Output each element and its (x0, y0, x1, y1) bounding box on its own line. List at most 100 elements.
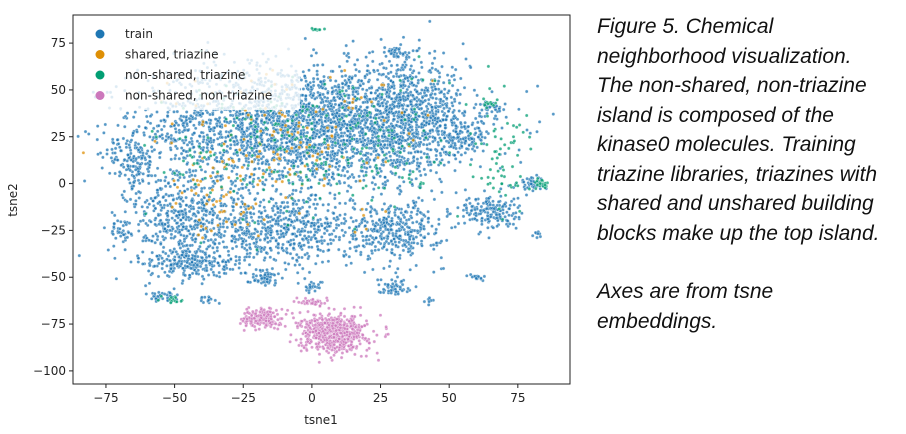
scatter-point (370, 50, 375, 54)
scatter-point (421, 115, 425, 119)
scatter-point (509, 199, 514, 204)
scatter-point (449, 144, 453, 149)
scatter-point (456, 139, 461, 144)
scatter-point (291, 201, 295, 206)
scatter-point (143, 200, 148, 204)
scatter-point (303, 252, 307, 257)
scatter-point (380, 207, 385, 212)
scatter-point (151, 234, 155, 238)
scatter-point (242, 130, 246, 134)
scatter-point (431, 139, 435, 144)
scatter-point (399, 103, 404, 107)
scatter-point (182, 128, 187, 133)
scatter-point (294, 258, 299, 262)
scatter-point (271, 208, 275, 213)
scatter-point (422, 227, 426, 231)
scatter-point (219, 156, 224, 161)
scatter-point (414, 84, 419, 88)
scatter-point (280, 246, 284, 250)
scatter-point (149, 220, 153, 224)
scatter-point (292, 241, 296, 246)
scatter-point (315, 202, 320, 206)
scatter-point (397, 175, 402, 179)
scatter-point (251, 235, 256, 240)
scatter-point (384, 74, 389, 79)
scatter-point (337, 179, 342, 184)
scatter-point (263, 256, 267, 260)
scatter-point (387, 95, 392, 100)
scatter-point (412, 97, 417, 101)
scatter-point (325, 134, 329, 138)
scatter-point (349, 163, 353, 168)
scatter-point (300, 255, 304, 260)
scatter-point (300, 93, 305, 97)
scatter-point (276, 131, 280, 135)
scatter-point (313, 124, 317, 128)
scatter-point (212, 181, 217, 186)
scatter-point (233, 240, 237, 244)
scatter-point (408, 237, 412, 242)
scatter-point (264, 116, 269, 120)
scatter-point (333, 102, 338, 107)
scatter-point (385, 236, 390, 241)
scatter-point (412, 241, 416, 245)
scatter-point (282, 206, 287, 210)
scatter-point (202, 134, 206, 139)
scatter-point (418, 210, 423, 215)
scatter-point (159, 127, 164, 132)
scatter-point (479, 138, 483, 143)
scatter-point (277, 176, 282, 181)
scatter-point (147, 202, 152, 206)
scatter-point (406, 250, 411, 254)
scatter-point (524, 89, 529, 94)
scatter-point (173, 127, 178, 131)
scatter-point (366, 201, 370, 206)
scatter-point (247, 229, 251, 234)
scatter-point (222, 233, 226, 238)
scatter-point (347, 100, 352, 105)
scatter-point (118, 145, 122, 149)
scatter-point (454, 91, 459, 96)
scatter-point (338, 96, 342, 101)
scatter-point (240, 182, 245, 186)
scatter-point (299, 186, 304, 191)
scatter-point (199, 168, 204, 172)
scatter-point (335, 111, 339, 115)
scatter-point (315, 77, 320, 81)
scatter-point (337, 114, 341, 118)
scatter-point (288, 139, 292, 144)
scatter-point (414, 102, 419, 107)
scatter-point (459, 76, 463, 81)
scatter-point (230, 169, 234, 174)
scatter-point (205, 229, 209, 234)
scatter-point (317, 142, 321, 147)
scatter-point (338, 213, 342, 217)
scatter-point (238, 225, 243, 230)
scatter-point (155, 237, 160, 242)
scatter-point (528, 131, 533, 135)
scatter-point (155, 110, 159, 114)
scatter-point (226, 249, 231, 254)
scatter-point (285, 200, 290, 205)
scatter-point (417, 46, 421, 51)
scatter-point (272, 204, 276, 208)
scatter-point (422, 91, 427, 95)
scatter-point (488, 203, 493, 207)
scatter-point (153, 222, 157, 227)
scatter-point (244, 216, 249, 220)
scatter-point (433, 101, 438, 105)
scatter-point (337, 64, 342, 69)
scatter-point (436, 79, 441, 83)
scatter-point (248, 191, 252, 196)
scatter-point (298, 233, 302, 237)
scatter-point (398, 97, 403, 102)
scatter-point (448, 212, 453, 216)
scatter-point (245, 210, 249, 215)
scatter-point (155, 234, 160, 239)
scatter-point (225, 225, 230, 230)
scatter-point (318, 109, 322, 114)
scatter-point (146, 173, 150, 178)
scatter-point (373, 244, 378, 249)
scatter-point (370, 180, 375, 185)
scatter-point (403, 126, 407, 130)
